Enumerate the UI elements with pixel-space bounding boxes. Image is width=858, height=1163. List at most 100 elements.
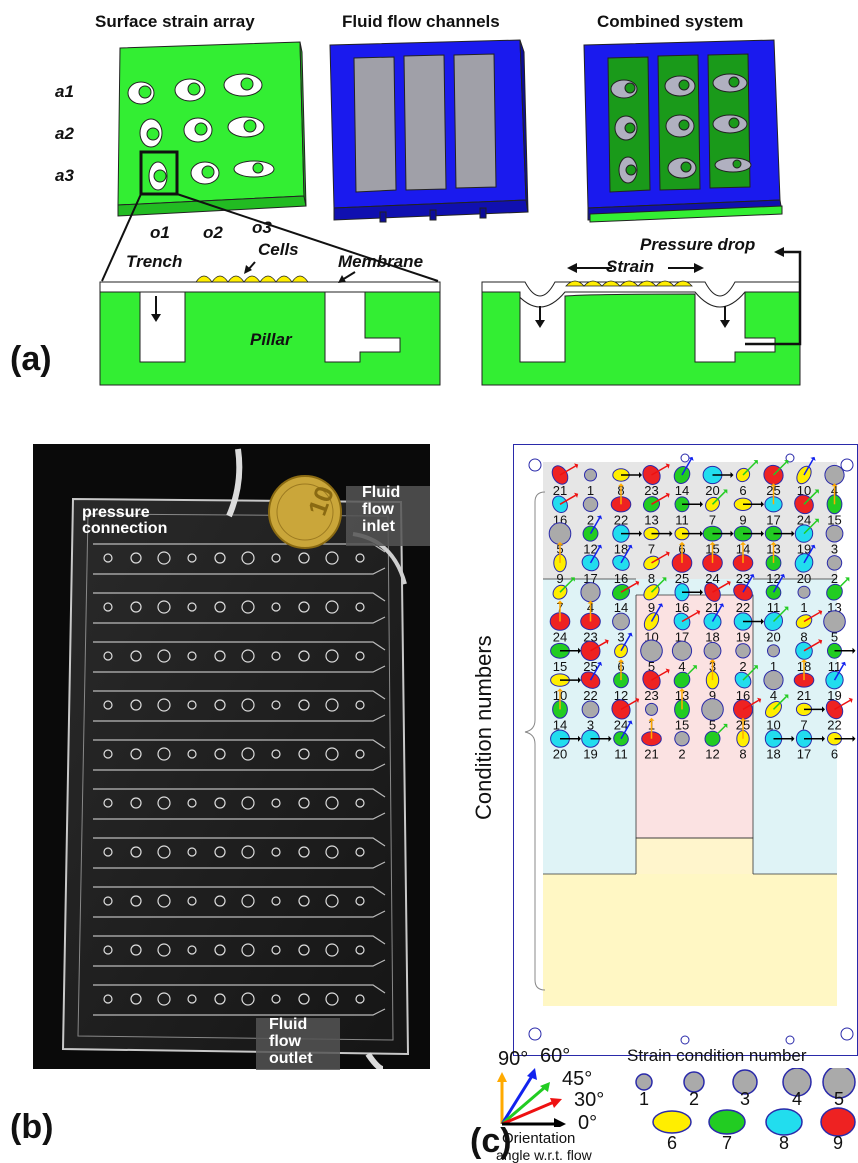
orientation-arrowhead — [662, 577, 667, 582]
condition-number: 23 — [736, 571, 750, 586]
coin — [268, 475, 342, 549]
orientation-arrowhead — [639, 530, 642, 537]
photo-well — [157, 698, 171, 712]
condition-marker — [580, 582, 601, 603]
condition-number: 5 — [648, 659, 655, 674]
orientation-arrowhead — [608, 735, 612, 742]
orientation-arrowhead — [761, 501, 764, 508]
photo-well — [325, 796, 339, 810]
orientation-arrowhead — [814, 489, 819, 494]
photo-well — [103, 651, 113, 661]
photo-well — [130, 944, 142, 956]
orientation-arrowhead — [692, 665, 697, 670]
orientation-arrow — [772, 696, 787, 710]
condition-number: 3 — [831, 542, 838, 557]
orientation-arrowhead — [770, 483, 777, 487]
orientation-arrow — [803, 641, 820, 652]
orientation-arrow — [620, 634, 631, 652]
photo-well — [271, 896, 281, 906]
orientation-arrow — [559, 465, 576, 476]
condition-number: 8 — [739, 747, 746, 762]
orientation-arrowhead — [618, 483, 624, 487]
photo-well — [325, 894, 339, 908]
photo-well — [157, 600, 171, 614]
condition-number: 6 — [739, 483, 746, 498]
photo-well — [187, 651, 197, 661]
photo-well — [187, 553, 197, 563]
angle-label-45: 45° — [562, 1068, 593, 1090]
fluid-channels-plate — [329, 39, 529, 223]
strain-number-3: 3 — [740, 1089, 751, 1109]
label-trench: Trench — [126, 252, 183, 271]
photo-well — [214, 650, 226, 662]
condition-number: 14 — [675, 483, 689, 498]
photo-well — [271, 798, 281, 808]
orientation-arrowhead — [791, 530, 795, 537]
strain-marker-1 — [635, 1073, 653, 1091]
condition-number: 14 — [553, 717, 567, 732]
photo-well — [241, 600, 255, 614]
photo-well — [214, 601, 226, 613]
strain-marker-8 — [765, 1108, 803, 1136]
orientation-arrow — [681, 666, 696, 681]
angle-label-60: 60° — [540, 1045, 571, 1067]
condition-number: 6 — [831, 747, 838, 762]
orientation-arrowhead — [848, 697, 853, 703]
condition-number: 2 — [678, 747, 685, 762]
condition-marker — [703, 641, 722, 660]
orientation-arrow — [681, 459, 692, 476]
condition-number: 24 — [797, 512, 811, 527]
orientation-arrowhead — [852, 735, 856, 742]
inlet-label-bg — [346, 486, 430, 546]
orientation-arrowhead — [709, 541, 716, 545]
condition-marker — [763, 670, 784, 691]
photo-well — [103, 749, 113, 759]
photo-well — [130, 650, 142, 662]
condition-marker — [826, 555, 843, 571]
condition-number: 2 — [831, 571, 838, 586]
row-label-a2: a2 — [55, 124, 74, 143]
orientation-arrowhead — [688, 456, 694, 461]
photo-well — [157, 551, 171, 565]
condition-number: 16 — [675, 600, 689, 615]
title-surface-strain-array: Surface strain array — [95, 12, 255, 31]
condition-number: 7 — [800, 717, 807, 732]
condition-marker — [612, 612, 630, 631]
strain-marker-3 — [732, 1069, 758, 1095]
condition-marker — [645, 702, 658, 716]
condition-number: 4 — [770, 688, 777, 703]
condition-number: 22 — [614, 512, 628, 527]
col-label-o3: o3 — [252, 218, 272, 237]
photo-well — [157, 943, 171, 957]
condition-number: 17 — [675, 630, 689, 645]
condition-number: 15 — [553, 659, 567, 674]
orientation-arrow — [651, 465, 668, 476]
panel-a-illustration — [99, 39, 802, 386]
photo-well — [325, 600, 339, 614]
photo-well — [103, 798, 113, 808]
orientation-arrowhead — [784, 460, 789, 465]
condition-number: 19 — [827, 688, 841, 703]
condition-number: 24 — [553, 630, 567, 645]
orientation-arrowhead — [578, 677, 581, 684]
orientation-arrowhead — [822, 706, 825, 713]
combined-system-plate — [583, 39, 783, 223]
strain-array-holes — [127, 73, 275, 191]
orientation-arrowhead — [779, 574, 786, 579]
photo-well — [298, 699, 310, 711]
condition-number: 25 — [583, 659, 597, 674]
condition-number: 21 — [644, 747, 658, 762]
photo-well — [355, 896, 365, 906]
photo-channel — [93, 984, 386, 1016]
condition-number: 5 — [831, 630, 838, 645]
orientation-arrow — [742, 576, 753, 593]
condition-marker — [581, 700, 600, 719]
condition-number: 9 — [739, 512, 746, 527]
photo-well — [130, 797, 142, 809]
condition-number: 12 — [766, 571, 780, 586]
orientation-arrowhead — [749, 574, 755, 579]
condition-number: 22 — [736, 600, 750, 615]
orientation-arrowhead — [700, 501, 703, 508]
condition-map: 2118231420625104162221311791724155121876… — [524, 453, 856, 1045]
condition-number: 11 — [614, 747, 628, 762]
